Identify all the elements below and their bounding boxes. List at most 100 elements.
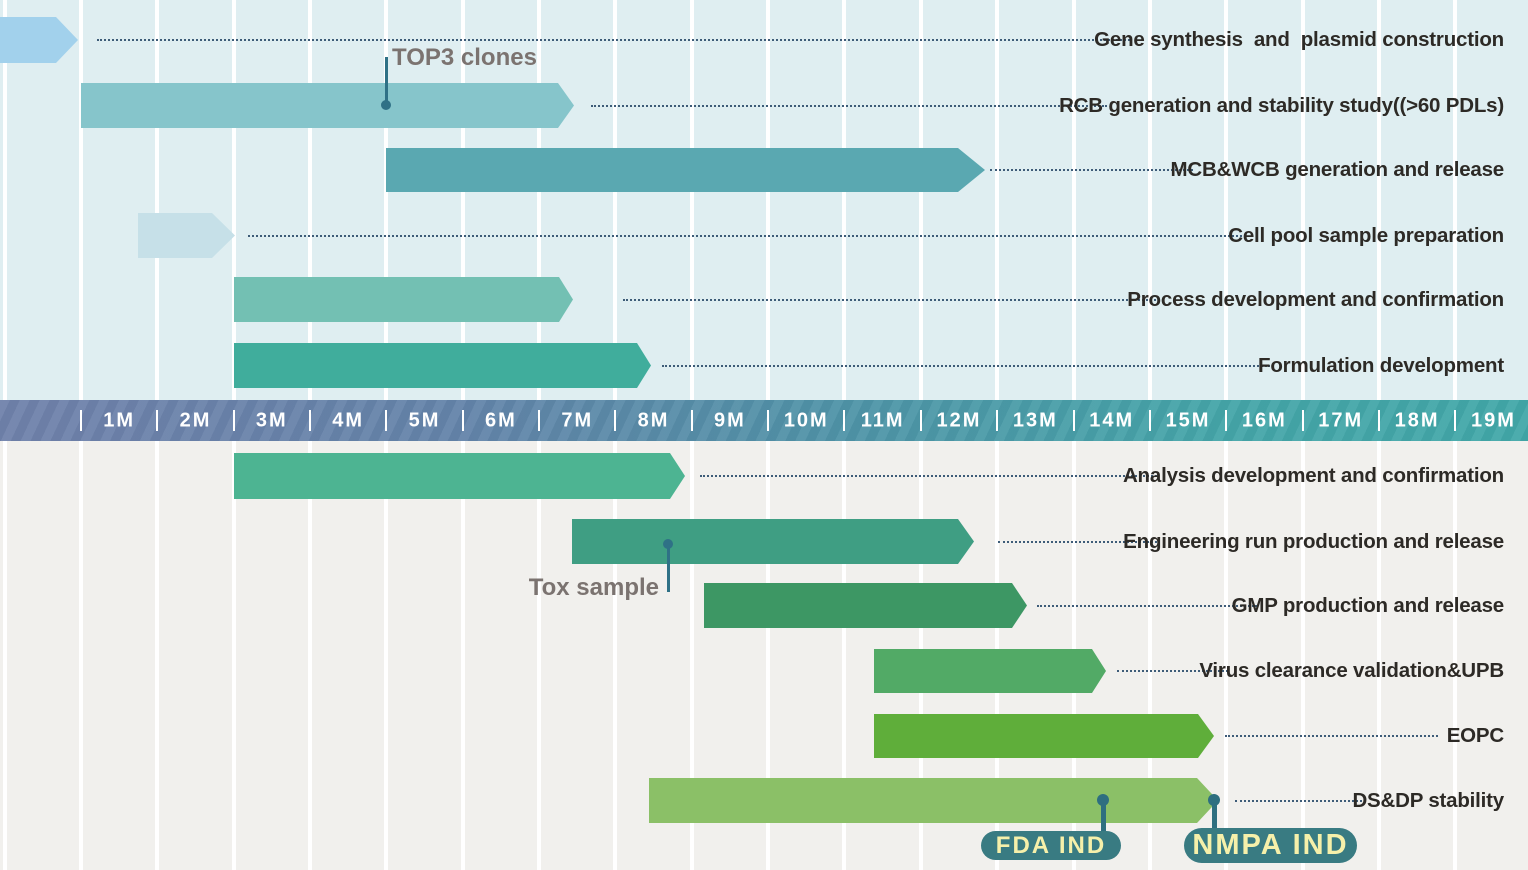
- axis-month-label: 3M: [255, 409, 288, 431]
- axis-tick: [79, 410, 82, 431]
- task-bar: [386, 148, 985, 192]
- gridline: [2, 0, 7, 400]
- gridline: [1071, 0, 1076, 400]
- axis-tick: [1148, 410, 1151, 431]
- task-label: RCB generation and stability study((>60 …: [1059, 93, 1504, 117]
- gridline: [384, 441, 389, 870]
- task-bar: [234, 343, 651, 388]
- leader-line: [248, 234, 1242, 237]
- axis-month-label: 11M: [860, 409, 905, 431]
- axis-tick: [1225, 410, 1228, 431]
- gridline: [231, 0, 236, 400]
- gridline: [842, 441, 847, 870]
- milestone-dot: [1208, 794, 1220, 806]
- gridline: [689, 441, 694, 870]
- axis-month-label: 6M: [484, 409, 517, 431]
- task-bar: [138, 213, 235, 258]
- leader-line: [1235, 799, 1362, 802]
- milestone-badge: FDA IND: [981, 831, 1121, 860]
- top3-clones-stem: [385, 57, 388, 105]
- upper-timeline-background: [0, 0, 1528, 400]
- gridline: [1224, 441, 1229, 870]
- task-bar: [704, 583, 1027, 628]
- task-label: EOPC: [1446, 724, 1504, 747]
- gridline: [384, 0, 389, 400]
- tox-sample-label: Tox sample: [528, 574, 659, 601]
- leader-line: [998, 540, 1157, 543]
- axis-tick: [690, 410, 693, 431]
- task-label: MCB&WCB generation and release: [1170, 158, 1505, 181]
- leader-line: [591, 104, 1107, 107]
- axis-month-label: 16M: [1241, 409, 1287, 431]
- gridline: [766, 0, 771, 400]
- axis-month-label: 14M: [1089, 409, 1135, 431]
- lower-timeline-background: [0, 441, 1528, 870]
- gridline: [1376, 441, 1381, 870]
- top3-clones-label: TOP3 clones: [392, 44, 537, 71]
- axis-tick: [461, 410, 464, 431]
- leader-line: [700, 475, 1157, 477]
- leader-line: [990, 169, 1193, 171]
- gridline: [689, 0, 694, 400]
- axis-tick: [843, 410, 846, 431]
- gridline: [460, 441, 465, 870]
- gridline: [1147, 441, 1152, 870]
- task-bar: [572, 519, 974, 564]
- leader-line: [1225, 735, 1438, 737]
- task-label: DS&DP stability: [1352, 788, 1504, 812]
- gridline: [231, 441, 236, 870]
- axis-month-label: 15M: [1165, 409, 1211, 431]
- task-bar: [874, 714, 1214, 758]
- gridline: [537, 0, 542, 400]
- gridline: [1453, 441, 1458, 870]
- leader-line: [97, 39, 1130, 41]
- axis-tick: [538, 410, 541, 431]
- task-label: Virus clearance validation&UPB: [1199, 659, 1504, 682]
- gridline: [155, 0, 160, 400]
- gridline: [613, 0, 618, 400]
- axis-month-label: 1M: [103, 409, 136, 431]
- axis-month-label: 19M: [1470, 409, 1516, 431]
- task-label: Formulation development: [1258, 353, 1504, 377]
- leader-line: [1037, 604, 1257, 607]
- axis-tick: [767, 410, 770, 431]
- axis-month-label: 12M: [936, 409, 982, 431]
- task-label: Gene synthesis and plasmid construction: [1094, 28, 1504, 51]
- axis-month-label: 2M: [179, 409, 212, 431]
- task-bar: [81, 83, 574, 128]
- gridline: [1453, 0, 1458, 400]
- milestone-badge: NMPA IND: [1184, 828, 1357, 863]
- task-label: Process development and confirmation: [1127, 287, 1504, 311]
- axis-tick: [156, 410, 159, 431]
- axis-month-label: 8M: [637, 409, 670, 431]
- gridline: [842, 0, 847, 400]
- gridline: [2, 441, 7, 870]
- gridline: [78, 0, 83, 400]
- gridline: [308, 441, 312, 870]
- task-bar: [874, 649, 1106, 693]
- task-label: GMP production and release: [1231, 593, 1505, 617]
- axis-month-label: 9M: [714, 409, 746, 431]
- axis-month-label: 17M: [1318, 409, 1364, 431]
- task-label: Cell pool sample preparation: [1228, 223, 1504, 247]
- task-bar: [234, 453, 685, 499]
- axis-tick: [614, 410, 617, 431]
- leader-line: [623, 298, 1156, 301]
- gridline: [1224, 0, 1229, 400]
- gridline: [537, 441, 542, 870]
- leader-line: [662, 364, 1270, 367]
- tox-sample-stem: [667, 544, 670, 592]
- axis-tick: [1454, 410, 1457, 431]
- gridline: [1300, 441, 1305, 870]
- axis-texture: [0, 400, 1528, 441]
- axis-tick: [309, 410, 311, 431]
- tox-sample-dot: [663, 539, 673, 549]
- milestone-stem: [1212, 800, 1217, 830]
- gridline: [766, 441, 771, 870]
- axis-month-label: 10M: [783, 409, 829, 431]
- axis-tick: [1072, 410, 1075, 431]
- task-label: Engineering run production and release: [1123, 529, 1504, 553]
- gridline: [1147, 0, 1152, 400]
- gridline: [78, 441, 83, 870]
